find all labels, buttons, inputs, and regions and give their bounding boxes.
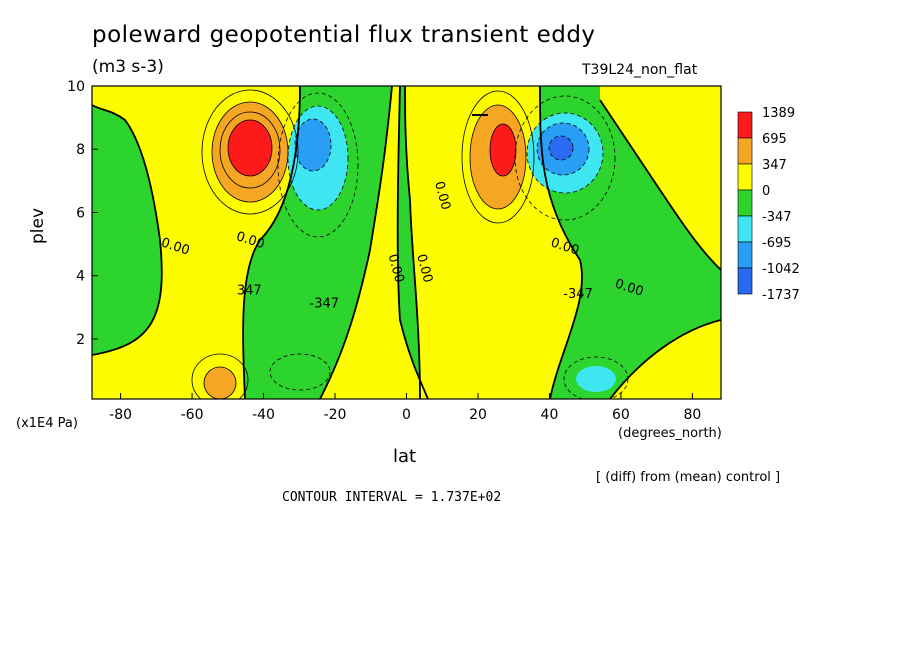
zero-contour bbox=[609, 319, 721, 399]
field-positive-region-nh-low bbox=[610, 320, 721, 399]
contour-line bbox=[191, 353, 249, 399]
contour-line bbox=[489, 123, 517, 177]
zero-contour bbox=[319, 86, 393, 399]
colorbar-swatch bbox=[737, 241, 753, 269]
zero-contour bbox=[396, 86, 429, 399]
y-tick-label: 10 bbox=[67, 79, 85, 95]
x-tick-label: -20 bbox=[324, 407, 347, 423]
contour-line bbox=[277, 92, 359, 238]
contour-line-layer bbox=[92, 86, 721, 399]
field-positive-region-trop bbox=[320, 86, 428, 399]
contour-line bbox=[469, 104, 527, 210]
y-tick-layer: 2 4 6 8 10 bbox=[67, 79, 98, 348]
contour-line bbox=[201, 89, 299, 215]
colorbar-swatch bbox=[737, 215, 753, 243]
field-blue-sh bbox=[295, 119, 331, 171]
colorbar: 1389 695 347 0 -347 -695 -1042 -1737 bbox=[737, 106, 800, 303]
colorbar-label: -695 bbox=[762, 236, 792, 251]
run-label: T39L24_non_flat bbox=[582, 62, 698, 78]
colorbar-label: 0 bbox=[762, 184, 770, 199]
contour-line bbox=[526, 112, 604, 194]
field-positive-region-nh bbox=[600, 86, 721, 270]
contour-value-label: 0.00 bbox=[431, 180, 453, 212]
zero-contour bbox=[242, 86, 301, 399]
x-tick-label: 60 bbox=[612, 407, 630, 423]
colorbar-label: -347 bbox=[762, 210, 792, 225]
contour-line bbox=[227, 119, 273, 177]
zero-contour bbox=[539, 86, 583, 399]
zero-contour bbox=[404, 86, 421, 399]
contour-line bbox=[514, 95, 616, 221]
contour-line bbox=[536, 122, 590, 176]
zero-contour bbox=[92, 104, 163, 356]
field-red-sh bbox=[228, 120, 272, 176]
contour-interval: CONTOUR INTERVAL = 1.737E+02 bbox=[282, 490, 502, 505]
colorbar-swatch bbox=[737, 189, 753, 217]
y-tick-label: 4 bbox=[76, 269, 85, 285]
contour-value-label: 0.00 bbox=[385, 253, 407, 285]
x-tick-label: -40 bbox=[252, 407, 275, 423]
y-axis-units: (x1E4 Pa) bbox=[16, 416, 78, 431]
contour-line bbox=[548, 135, 574, 161]
contour-line bbox=[294, 118, 332, 172]
x-axis-units: (degrees_north) bbox=[618, 426, 722, 441]
x-tick-label: -60 bbox=[181, 407, 204, 423]
field-cyan-low bbox=[576, 366, 616, 392]
colorbar-swatch bbox=[737, 267, 753, 295]
field-orange-low bbox=[204, 367, 236, 399]
contour-line bbox=[287, 105, 349, 211]
contour-value-label: 0.00 bbox=[413, 253, 435, 285]
field-red-nh bbox=[490, 124, 516, 176]
contour-value-label: -347 bbox=[563, 287, 593, 302]
field-darkblue-nh bbox=[549, 136, 573, 160]
x-tick-label: 40 bbox=[541, 407, 559, 423]
y-tick-label: 2 bbox=[76, 332, 85, 348]
x-tick-label: 80 bbox=[683, 407, 701, 423]
contour-line bbox=[219, 111, 281, 189]
chart-units: (m3 s-3) bbox=[92, 57, 164, 77]
colorbar-label: 1389 bbox=[762, 106, 795, 121]
y-tick-label: 8 bbox=[76, 142, 85, 158]
contour-line bbox=[269, 353, 331, 391]
chart-title: poleward geopotential flux transient edd… bbox=[92, 22, 596, 48]
x-tick-layer: -80 -60 -40 -20 0 20 40 60 80 bbox=[109, 393, 701, 423]
colorbar-swatch bbox=[737, 137, 753, 165]
diff-note: [ (diff) from (mean) control ] bbox=[596, 470, 781, 485]
contour-line bbox=[461, 90, 535, 224]
x-axis-label: lat bbox=[393, 446, 417, 467]
contour-value-label: -347 bbox=[310, 296, 340, 311]
x-tick-label: -80 bbox=[109, 407, 132, 423]
contour-fill-layer bbox=[92, 86, 721, 399]
x-tick-label: 20 bbox=[469, 407, 487, 423]
colorbar-swatch bbox=[737, 163, 753, 191]
x-tick-label: 0 bbox=[402, 407, 411, 423]
colorbar-swatch bbox=[737, 111, 753, 139]
colorbar-label: 695 bbox=[762, 132, 787, 147]
contour-value-label: 347 bbox=[237, 284, 262, 299]
colorbar-label: -1042 bbox=[762, 262, 800, 277]
zero-contour bbox=[599, 99, 721, 271]
colorbar-label: -1737 bbox=[762, 288, 800, 303]
y-tick-label: 6 bbox=[76, 205, 85, 221]
contour-line bbox=[203, 366, 237, 399]
colorbar-label: 347 bbox=[762, 158, 787, 173]
